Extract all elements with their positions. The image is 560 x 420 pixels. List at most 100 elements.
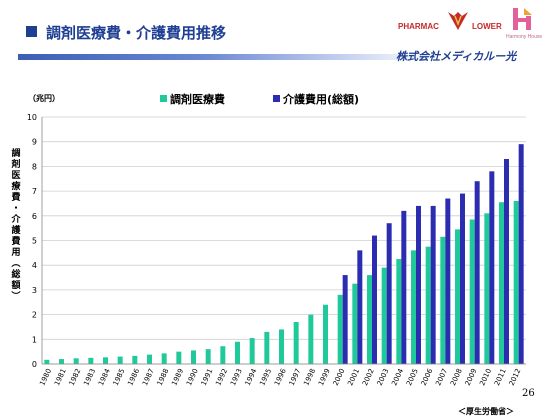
bar-dispensing-2012	[513, 200, 519, 364]
x-tick-label: 2001	[346, 367, 361, 387]
bar-dispensing-2003	[381, 267, 387, 364]
bar-dispensing-2001	[352, 283, 358, 364]
bar-dispensing-1981	[59, 359, 64, 364]
bar-care-2009	[474, 181, 480, 364]
bar-dispensing-1988	[161, 353, 167, 364]
y-tick-label: 5	[32, 237, 37, 246]
bar-care-2006	[430, 205, 436, 364]
x-tick-label: 1993	[229, 367, 244, 387]
x-tick-label: 1984	[97, 367, 112, 387]
bar-dispensing-1980	[44, 359, 50, 364]
x-tick-label: 2007	[434, 367, 449, 387]
bar-care-2011	[504, 158, 509, 364]
bar-dispensing-1991	[205, 349, 211, 364]
company-name: 株式会社メディカルー光	[396, 50, 517, 63]
y-axis-label-char: 費	[11, 191, 20, 203]
bar-dispensing-1993	[235, 341, 240, 364]
y-axis-label-char: 医	[11, 170, 20, 181]
bar-dispensing-2002	[367, 275, 372, 364]
pharmac-logo-text: PHARMAC	[398, 22, 439, 31]
bar-care-2000	[342, 275, 348, 364]
bar-dispensing-1985	[117, 356, 123, 364]
legend-swatch	[273, 95, 280, 102]
y-axis-label-char: ・	[11, 204, 20, 214]
gridlines	[42, 116, 526, 365]
legend-swatch	[160, 95, 167, 102]
bar-dispensing-1992	[220, 346, 226, 364]
bars	[44, 144, 524, 364]
y-tick-label: 4	[32, 261, 37, 270]
x-tick-label: 2004	[390, 367, 405, 387]
x-tick-label: 1997	[288, 367, 303, 387]
y-tick-label: 0	[32, 360, 37, 369]
y-axis-label-char: 用	[10, 247, 20, 258]
x-tick-label: 1986	[126, 367, 141, 387]
bar-dispensing-2010	[484, 213, 490, 364]
x-tick-label: 1988	[156, 367, 171, 387]
x-tick-label: 2010	[478, 367, 493, 387]
bar-care-2004	[401, 210, 407, 364]
bar-care-2002	[372, 235, 377, 364]
x-tick-label: 2002	[361, 367, 376, 387]
x-tick-label: 2011	[493, 367, 508, 387]
bar-dispensing-1987	[147, 354, 152, 364]
slide-title: 調剤医療費・介護費用推移	[46, 24, 227, 42]
title-underline	[18, 54, 433, 60]
x-tick-label: 1995	[258, 367, 273, 387]
y-tick-label: 2	[32, 311, 37, 320]
bar-care-2005	[416, 205, 421, 364]
source-note: ＜厚生労働省＞	[458, 407, 514, 416]
harmony-house-logo-icon	[513, 8, 532, 30]
lower-logo-text: LOWER	[472, 22, 502, 31]
title-bullet	[26, 26, 37, 37]
y-tick-label: 9	[32, 138, 37, 147]
x-tick-label: 1994	[244, 367, 259, 387]
y-axis-label-char: 額	[10, 279, 20, 291]
y-tick-label: 7	[32, 187, 37, 196]
bar-dispensing-1995	[264, 331, 270, 364]
bar-dispensing-1982	[73, 358, 79, 364]
legend-label: 介護費用(総額)	[282, 92, 359, 106]
x-tick-label: 1987	[141, 367, 156, 387]
x-tick-label: 1980	[38, 367, 53, 387]
x-tick-label: 1989	[170, 367, 185, 387]
bar-dispensing-1997	[293, 322, 299, 364]
y-axis-label-char: 調	[11, 147, 20, 159]
x-tick-label: 2008	[449, 367, 464, 387]
unit-label: （兆円）	[28, 93, 60, 103]
x-tick-label: 2006	[420, 367, 435, 387]
y-axis-label-char: 護	[11, 224, 21, 236]
y-axis-label-char: ︵	[10, 259, 20, 269]
x-tick-label: 1992	[214, 367, 229, 387]
y-axis-label-char: 費	[11, 235, 20, 247]
x-tick-label: 2012	[508, 367, 523, 387]
x-tick-label: 1990	[185, 367, 200, 387]
bar-care-2007	[445, 198, 451, 364]
bar-dispensing-1999	[323, 304, 328, 364]
bar-dispensing-1998	[308, 314, 314, 364]
bar-care-2010	[489, 171, 495, 364]
bar-dispensing-1983	[88, 357, 94, 364]
y-axis-label-char: 剤	[10, 158, 20, 170]
x-tick-label: 1999	[317, 367, 332, 387]
bar-dispensing-2011	[499, 202, 504, 364]
y-axis-label-char: 総	[11, 268, 20, 280]
y-tick-label: 10	[27, 113, 37, 122]
x-tick-label: 2005	[405, 367, 420, 387]
x-tick-label: 1981	[53, 367, 68, 387]
bar-dispensing-1996	[279, 329, 284, 364]
legend: 調剤医療費 介護費用(総額)	[160, 92, 359, 106]
x-tick-label: 1983	[82, 367, 97, 387]
bar-care-2012	[518, 144, 524, 364]
legend-label: 調剤医療費	[170, 92, 225, 106]
axes: 0 1 2 3 4 5 6 7 8 9 10 1980 1981 1982 1983 1984 1985 1986…	[10, 113, 526, 387]
x-tick-label: 2003	[376, 367, 391, 387]
bar-dispensing-2008	[455, 229, 460, 364]
bar-dispensing-1989	[176, 351, 182, 364]
bar-dispensing-2009	[469, 219, 475, 364]
y-tick-label: 8	[32, 162, 37, 171]
bar-dispensing-2006	[425, 246, 431, 364]
y-axis-label-char: 療	[11, 180, 20, 192]
bar-dispensing-1994	[249, 338, 255, 364]
